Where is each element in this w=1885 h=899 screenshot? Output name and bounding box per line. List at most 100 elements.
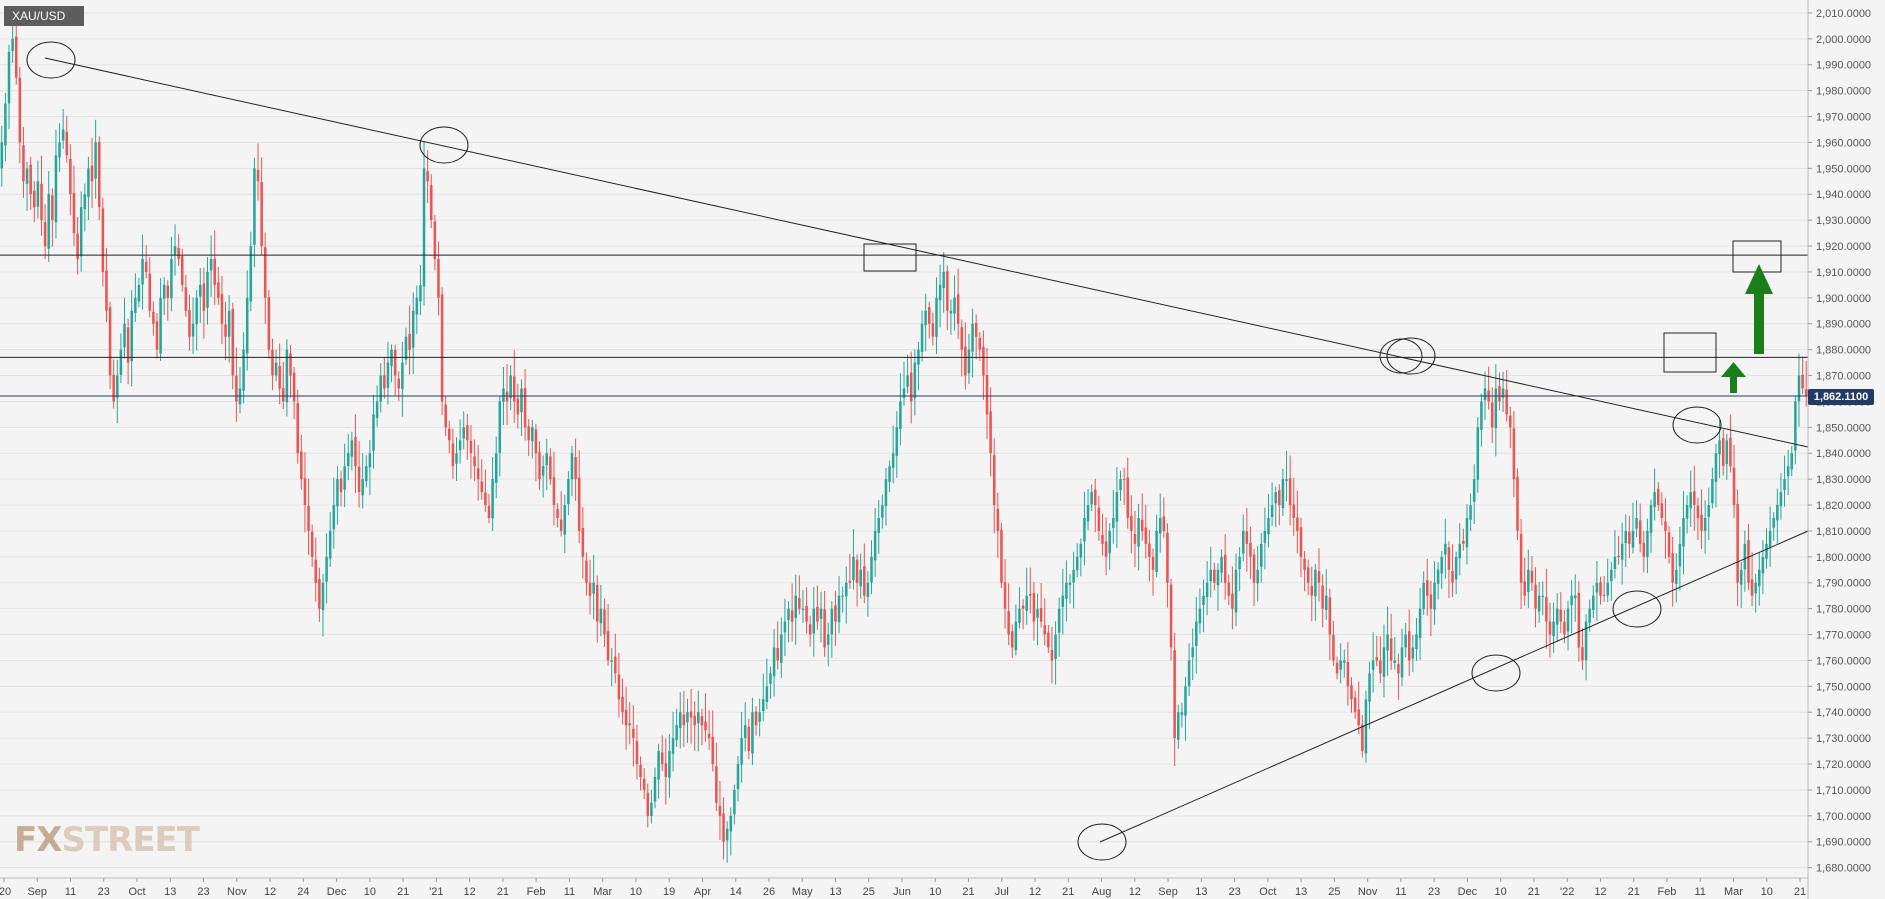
candle-body	[1721, 438, 1725, 467]
candle-body	[610, 660, 613, 662]
symbol-label: XAU/USD	[4, 6, 84, 26]
candle-body	[715, 766, 718, 803]
y-tick-label: 1,910.0000	[1816, 267, 1871, 279]
candle-body	[1750, 579, 1754, 596]
candle-body	[989, 411, 992, 454]
candle-body	[646, 792, 650, 816]
candle-body	[40, 183, 43, 221]
candle-body	[1584, 621, 1588, 661]
candle-body	[51, 195, 54, 221]
candle-body	[1393, 660, 1397, 664]
candle-body	[408, 334, 411, 350]
candle-body	[162, 284, 166, 299]
candle-body	[220, 294, 224, 324]
x-tick-label: 12	[1594, 886, 1606, 898]
candle-body	[433, 221, 437, 259]
candle-body	[1039, 608, 1043, 622]
candle-body	[1011, 631, 1014, 648]
candle-body	[899, 401, 902, 430]
candle-body	[159, 297, 162, 354]
x-tick-label: Feb	[527, 886, 546, 898]
x-tick-label: '20	[0, 886, 11, 898]
candle-body	[1234, 569, 1238, 613]
candle-body	[1595, 582, 1599, 593]
candle-body	[58, 142, 61, 158]
grid	[0, 12, 1808, 869]
up-arrow-large-shaft	[1754, 292, 1764, 354]
candle-body	[1624, 530, 1628, 544]
candle-body	[1029, 593, 1032, 596]
candle-body	[588, 582, 592, 596]
candle-body	[1389, 638, 1393, 661]
candle-body	[415, 297, 419, 315]
x-tick-label: 25	[1328, 886, 1340, 898]
candle-body	[1617, 556, 1620, 558]
candle-body	[1693, 491, 1696, 506]
candle-body	[191, 323, 195, 337]
candle-body	[242, 349, 245, 391]
candle-body	[274, 362, 278, 376]
candle-body	[289, 353, 292, 376]
candle-body	[1534, 584, 1537, 609]
candle-body	[1635, 517, 1638, 529]
candle-body	[794, 595, 797, 618]
candle-body	[491, 479, 494, 519]
x-tick-label: 11	[1695, 886, 1706, 898]
candle-body	[570, 453, 574, 480]
candle-body	[682, 714, 686, 726]
candle-body	[321, 582, 325, 611]
candle-body	[292, 372, 296, 402]
candle-body	[61, 129, 65, 141]
y-tick-label: 1,980.0000	[1816, 86, 1871, 98]
candle-body	[1523, 581, 1526, 596]
x-tick-label: 10	[1495, 886, 1507, 898]
x-tick-label: 25	[863, 886, 875, 898]
candle-body	[769, 673, 772, 684]
candle-body	[823, 609, 826, 648]
candle-body	[101, 208, 105, 272]
candle-body	[368, 453, 372, 468]
candle-body	[375, 401, 379, 418]
candle-body	[1444, 543, 1447, 555]
candle-body	[1245, 531, 1249, 544]
candle-body	[556, 508, 559, 518]
candle-body	[166, 285, 170, 298]
candle-body	[1783, 479, 1786, 491]
candle-body	[451, 443, 455, 467]
candle-body	[444, 404, 447, 428]
candle-body	[1054, 634, 1057, 659]
candle-body	[1288, 478, 1292, 506]
candle-body	[512, 376, 516, 402]
candle-body	[498, 401, 502, 453]
candle-body	[1703, 517, 1707, 531]
candle-body	[729, 815, 733, 832]
candle-body	[1379, 660, 1382, 674]
candle-body	[1075, 556, 1079, 571]
candle-body	[1173, 650, 1176, 739]
candle-body	[1220, 556, 1223, 573]
candle-body	[1465, 517, 1469, 548]
candle-body	[628, 723, 631, 726]
candle-body	[1324, 595, 1328, 611]
candle-body	[462, 427, 465, 439]
candle-body	[927, 307, 931, 324]
candle-body	[1415, 634, 1418, 650]
candle-body	[14, 36, 18, 78]
y-tick-label: 1,740.0000	[1816, 707, 1871, 719]
y-tick-label: 1,730.0000	[1816, 733, 1871, 745]
candle-body	[765, 686, 769, 703]
candle-body	[1671, 553, 1674, 583]
y-tick-label: 1,940.0000	[1816, 189, 1871, 201]
candle-body	[36, 181, 40, 207]
candle-body	[942, 271, 945, 289]
candle-body	[33, 190, 36, 208]
candle-body	[1122, 479, 1126, 481]
candle-body	[1682, 517, 1685, 547]
candle-body	[1155, 530, 1158, 572]
candle-body	[177, 247, 180, 259]
candle-body	[328, 530, 332, 559]
x-tick-label: Dec	[1458, 886, 1478, 898]
candle-body	[1180, 712, 1184, 716]
candle-body	[689, 711, 693, 718]
